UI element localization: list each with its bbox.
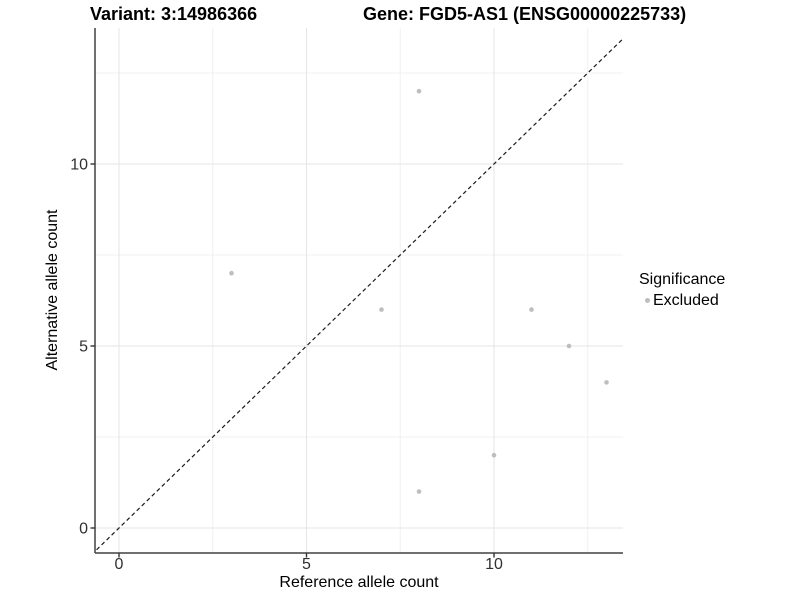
legend-item-excluded: Excluded: [639, 291, 725, 310]
legend-item-label: Excluded: [653, 292, 719, 309]
y-tick-label: 10: [70, 157, 88, 174]
data-point: [566, 343, 572, 349]
data-point: [379, 307, 384, 312]
plot-title-variant: Variant: 3:14986366: [90, 4, 258, 24]
y-tick-label: 5: [79, 339, 88, 356]
x-tick-label: 10: [485, 556, 503, 573]
x-tick-label: 0: [115, 556, 124, 573]
legend: Significance Excluded: [639, 270, 725, 310]
plot-title-gene: Gene: FGD5-AS1 (ENSG00000225733): [363, 4, 687, 24]
y-axis-title: Alternative allele count: [44, 209, 61, 371]
data-point: [416, 489, 422, 494]
data-point: [416, 88, 422, 94]
data-point: [491, 452, 497, 458]
legend-title: Significance: [639, 271, 726, 288]
data-point: [529, 307, 534, 312]
y-tick-label: 0: [79, 521, 88, 538]
x-tick-label: 5: [302, 556, 311, 573]
data-point: [604, 380, 609, 385]
excluded-point-icon: [645, 298, 650, 303]
data-point: [229, 270, 234, 276]
x-axis-title: Reference allele count: [279, 574, 439, 591]
identity-line: [95, 37, 623, 553]
